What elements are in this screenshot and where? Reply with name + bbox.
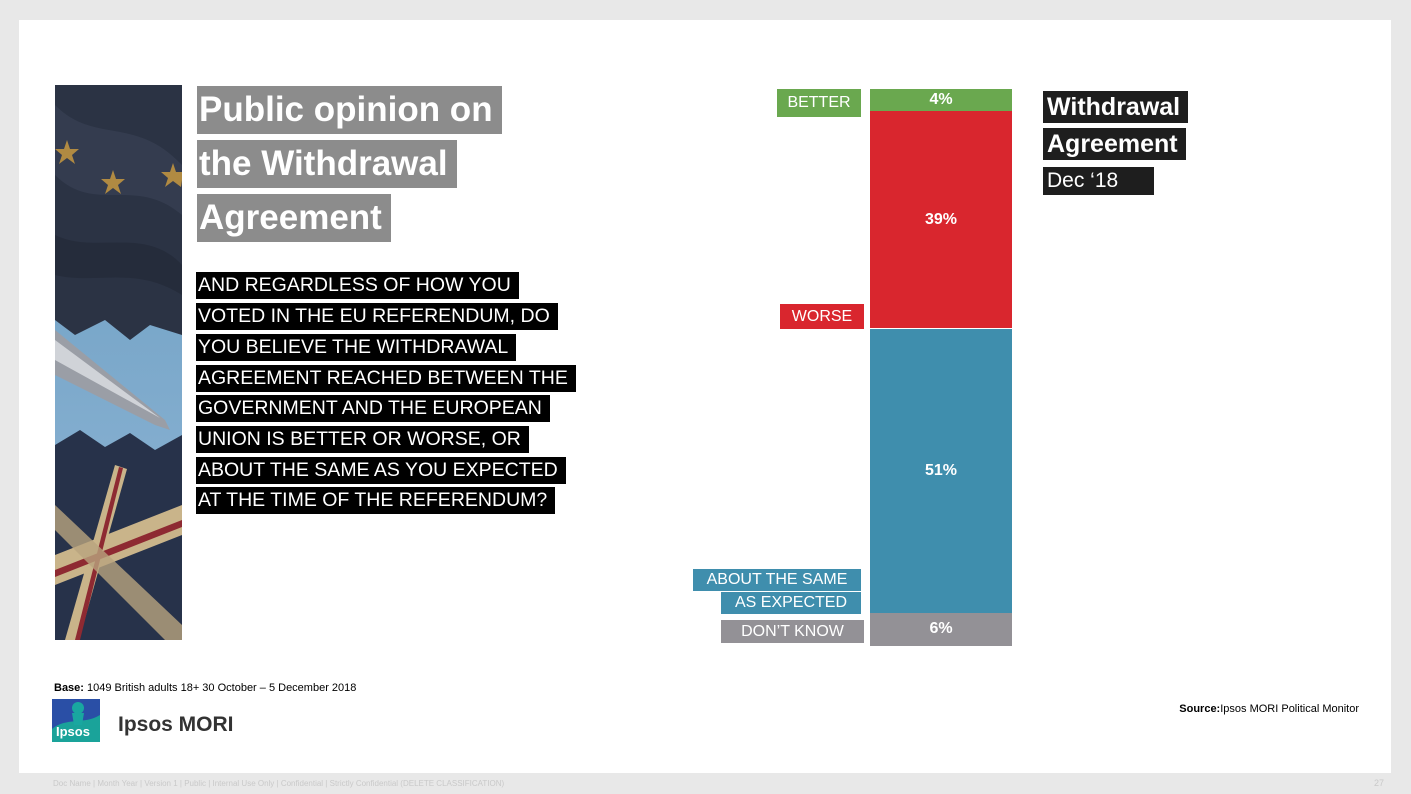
ipsos-logo: Ipsos	[52, 699, 100, 742]
category-label-same-line-2: AS EXPECTED	[721, 592, 861, 614]
category-label-dont-know: DON’T KNOW	[721, 620, 864, 643]
source-note-label: Source:	[1179, 703, 1221, 715]
source-note: Source:Ipsos MORI Political Monitor	[1179, 703, 1359, 715]
bar-segment-better: 4%	[870, 89, 1012, 112]
base-note: Base: 1049 British adults 18+ 30 October…	[54, 682, 356, 694]
question-line-6: UNION IS BETTER OR WORSE, OR	[196, 426, 529, 453]
brand-name: Ipsos MORI	[118, 713, 234, 736]
category-label-worse: WORSE	[780, 304, 864, 329]
question-line-2: VOTED IN THE EU REFERENDUM, DO	[196, 303, 558, 330]
footer-classification: Doc Name | Month Year | Version 1 | Publ…	[53, 779, 505, 788]
source-note-text: Ipsos MORI Political Monitor	[1220, 703, 1359, 715]
category-label-same-line-1: ABOUT THE SAME	[693, 569, 861, 591]
bar-segment-same: 51%	[870, 328, 1012, 613]
title-line-1: Public opinion on	[197, 86, 502, 134]
series-title-line-1: Withdrawal	[1043, 91, 1189, 123]
question-line-3: YOU BELIEVE THE WITHDRAWAL	[196, 334, 517, 361]
question-line-5: GOVERNMENT AND THE EUROPEAN	[196, 395, 550, 422]
base-note-text: 1049 British adults 18+ 30 October – 5 D…	[87, 682, 357, 694]
base-note-label: Base:	[54, 682, 84, 694]
bar-segment-dont-know: 6%	[870, 612, 1012, 646]
bar-segment-worse: 39%	[870, 111, 1012, 329]
series-title-line-2: Agreement	[1043, 128, 1186, 160]
title-line-2: the Withdrawal	[197, 140, 457, 188]
question-line-8: AT THE TIME OF THE REFERENDUM?	[196, 487, 556, 514]
flag-photo	[55, 85, 182, 640]
category-label-better: BETTER	[777, 89, 861, 117]
question-line-4: AGREEMENT REACHED BETWEEN THE	[196, 365, 576, 392]
question-line-1: AND REGARDLESS OF HOW YOU	[196, 272, 519, 299]
series-title-line-3: Dec ‘18	[1043, 167, 1154, 195]
page-number: 27	[1373, 778, 1384, 788]
logo-text: Ipsos	[56, 724, 90, 739]
title-line-3: Agreement	[197, 194, 391, 242]
question-line-7: ABOUT THE SAME AS YOU EXPECTED	[196, 457, 566, 484]
